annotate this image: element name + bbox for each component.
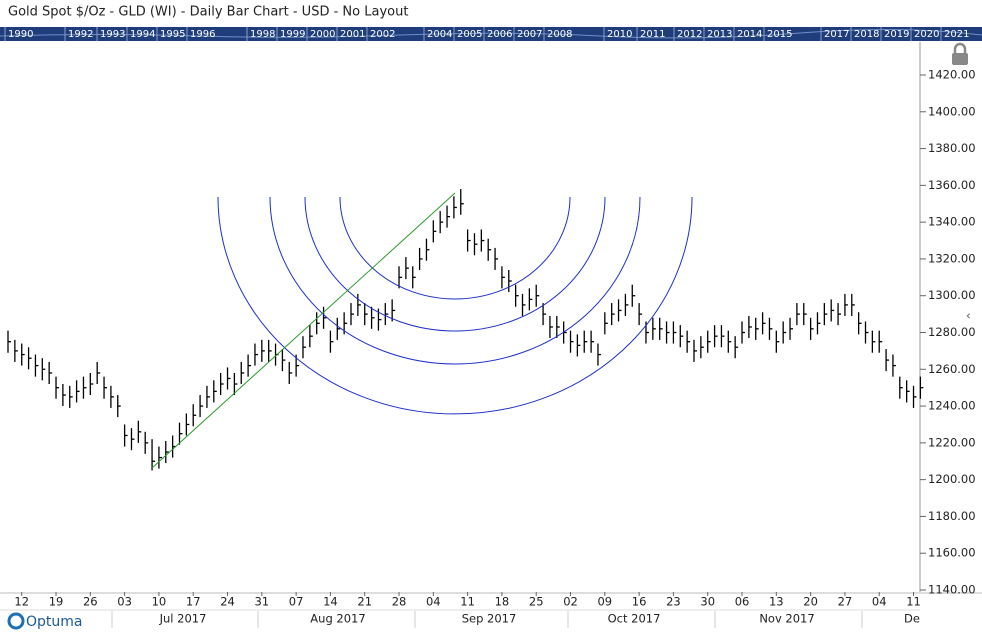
timeline-year: 1992 [68, 29, 93, 40]
x-tick-label: 16 [632, 595, 647, 609]
timeline-year: 2018 [854, 29, 879, 40]
y-tick-label: 1300.00 [928, 288, 976, 302]
timeline-year: 2015 [767, 29, 792, 40]
x-tick-label: 23 [666, 595, 681, 609]
month-label: De [904, 612, 920, 626]
timeline-year: 1993 [100, 29, 125, 40]
y-tick-label: 1280.00 [928, 325, 976, 339]
y-tick-label: 1220.00 [928, 435, 976, 449]
y-tick-label: 1260.00 [928, 362, 976, 376]
x-tick-label: 13 [769, 595, 784, 609]
y-tick-label: 1340.00 [928, 215, 976, 229]
timeline-year: 2020 [914, 29, 939, 40]
fib-arc [339, 196, 571, 300]
y-tick-label: 1180.00 [928, 509, 976, 523]
timeline-year: 1995 [160, 29, 185, 40]
scroll-arrow[interactable]: ‹ [966, 309, 971, 323]
timeline-year: 1999 [280, 29, 305, 40]
timeline-year: 2004 [427, 29, 452, 40]
timeline-year: 2012 [677, 29, 702, 40]
x-tick-label: 31 [254, 595, 269, 609]
month-label: Oct 2017 [608, 612, 661, 626]
timeline-bar[interactable]: 1990 1992 1993 1994 1995 1996 1998 1999 2000 2001… [0, 27, 982, 41]
x-tick-label: 06 [735, 595, 750, 609]
fib-arc [217, 196, 693, 415]
timeline-year: 2013 [707, 29, 732, 40]
timeline-year: 2007 [517, 29, 542, 40]
brand-name: Optuma [26, 614, 83, 630]
x-tick-label: 24 [220, 595, 235, 609]
window-title: Gold Spot $/Oz - GLD (WI) - Daily Bar Ch… [8, 5, 408, 20]
x-tick-label: 11 [460, 595, 475, 609]
y-tick-label: 1240.00 [928, 399, 976, 413]
timeline-year: 2021 [944, 29, 969, 40]
x-tick-label: 26 [83, 595, 98, 609]
month-label: Nov 2017 [759, 612, 814, 626]
month-label: Sep 2017 [462, 612, 517, 626]
timeline-year: 2000 [310, 29, 335, 40]
timeline-year: 1994 [130, 29, 155, 40]
x-tick-label: 04 [426, 595, 441, 609]
lock-icon[interactable] [952, 42, 968, 65]
logo-mark [7, 612, 25, 630]
timeline-year: 2001 [340, 29, 365, 40]
y-tick-label: 1200.00 [928, 472, 976, 486]
fibonacci-arcs [217, 196, 693, 415]
timeline-year: 2010 [607, 29, 632, 40]
timeline-year: 1998 [250, 29, 275, 40]
x-tick-label: 12 [14, 595, 29, 609]
y-tick-label: 1380.00 [928, 141, 976, 155]
trend-line [151, 192, 456, 469]
x-tick-label: 30 [700, 595, 715, 609]
plot-area [7, 189, 924, 471]
timeline-year: 2011 [640, 29, 665, 40]
y-tick-label: 1320.00 [928, 251, 976, 265]
timeline-year: 2006 [487, 29, 512, 40]
timeline-sparkline [0, 28, 982, 39]
x-tick-label: 17 [186, 595, 201, 609]
brand-logo: Optuma [7, 612, 83, 630]
month-label: Aug 2017 [310, 612, 365, 626]
x-tick-label: 09 [597, 595, 612, 609]
timeline-year: 2005 [457, 29, 482, 40]
x-tick-label: 21 [357, 595, 372, 609]
x-tick-label: 03 [117, 595, 132, 609]
y-tick-label: 1420.00 [928, 68, 976, 82]
month-label: Jul 2017 [159, 612, 207, 626]
y-axis: 1420.00 1400.00 1380.00 1360.00 1340.00 1320.… [920, 68, 976, 597]
lock-body [952, 53, 968, 65]
timeline-year: 2008 [547, 29, 572, 40]
y-tick-label: 1400.00 [928, 104, 976, 118]
x-tick-label: 28 [392, 595, 407, 609]
x-tick-label: 07 [289, 595, 304, 609]
x-tick-label: 19 [49, 595, 64, 609]
x-tick-label: 18 [495, 595, 510, 609]
fib-arc [304, 196, 606, 332]
timeline-year: 2014 [737, 29, 762, 40]
x-tick-label: 27 [838, 595, 853, 609]
x-tick-label: 14 [323, 595, 338, 609]
x-tick-label: 20 [803, 595, 818, 609]
y-tick-label: 1160.00 [928, 546, 976, 560]
fib-arc [269, 196, 641, 365]
timeline-year: 2017 [824, 29, 849, 40]
x-axis: 12 19 26 03 10 17 24 31 07 14 21 28 04 11 18 25 02 09 16 23… [14, 592, 921, 628]
x-tick-label: 10 [152, 595, 167, 609]
timeline-year: 1990 [8, 29, 33, 40]
x-tick-label: 02 [563, 595, 578, 609]
timeline-year: 2002 [370, 29, 395, 40]
x-tick-label: 25 [529, 595, 544, 609]
y-tick-label: 1140.00 [928, 583, 976, 597]
lock-shackle [953, 42, 967, 53]
x-tick-label: 11 [906, 595, 921, 609]
x-tick-label: 04 [872, 595, 887, 609]
timeline-year: 1996 [190, 29, 215, 40]
timeline-year: 2019 [884, 29, 909, 40]
y-tick-label: 1360.00 [928, 178, 976, 192]
